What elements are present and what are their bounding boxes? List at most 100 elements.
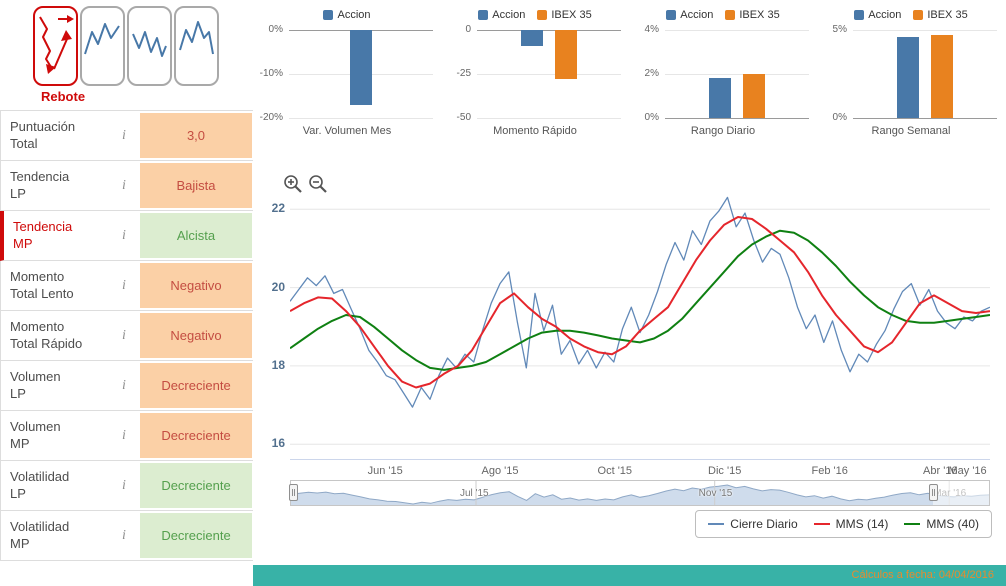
gridline xyxy=(477,118,621,119)
legend-label: Accion xyxy=(337,9,371,21)
bar-accion[interactable] xyxy=(897,37,919,118)
left-panel: Rebote Puntuación Total i 3,0 Tendencia LP i… xyxy=(0,0,253,586)
legend-label: IBEX 35 xyxy=(739,9,780,21)
info-icon[interactable]: i xyxy=(122,227,126,243)
indicator-label: Tendencia MP xyxy=(13,219,73,251)
chart-legend: Accion IBEX 35 xyxy=(629,6,817,24)
indicator-row-tendencia-lp[interactable]: Tendencia LP i Bajista xyxy=(0,161,253,211)
indicator-value: Bajista xyxy=(140,163,252,208)
mini-chart-rango-diario: Accion IBEX 35 4% 2% 0% Rango Diario xyxy=(629,6,817,148)
legend-swatch xyxy=(323,10,334,20)
legend-item-accion[interactable]: Accion xyxy=(666,9,713,21)
zoom-controls xyxy=(283,174,328,194)
bar-accion[interactable] xyxy=(350,30,372,105)
info-icon[interactable]: i xyxy=(122,527,126,543)
info-icon[interactable]: i xyxy=(122,377,126,393)
y-axis-label: -25 xyxy=(456,68,471,79)
legend-label: Accion xyxy=(868,9,902,21)
legend-marker xyxy=(708,523,725,525)
legend-label: MMS (40) xyxy=(926,517,979,531)
legend-item-accion[interactable]: Accion xyxy=(854,9,901,21)
indicator-value: Negativo xyxy=(140,313,252,358)
indicator-label: Puntuación Total xyxy=(10,119,76,151)
pattern-box-pattern-4[interactable] xyxy=(174,6,219,86)
legend-swatch xyxy=(854,10,865,20)
chart-title: Momento Rápido xyxy=(493,125,577,137)
gridline xyxy=(477,30,621,31)
y-axis-label: 4% xyxy=(644,24,659,35)
gridline xyxy=(665,30,809,31)
right-panel: Accion 0% -10% -20% Var. Volumen Mes Accion IB… xyxy=(253,0,1006,586)
chart-plot: 4% 2% 0% xyxy=(645,24,809,123)
legend-item-mms-40[interactable]: MMS (40) xyxy=(904,517,979,531)
bar-accion[interactable] xyxy=(521,30,543,46)
indicator-value: Decreciente xyxy=(140,413,252,458)
legend-item-ibex-35[interactable]: IBEX 35 xyxy=(725,9,780,21)
indicator-label: Volumen LP xyxy=(10,369,61,401)
info-icon[interactable]: i xyxy=(122,277,126,293)
y-axis-label: 5% xyxy=(832,24,847,35)
legend-item-ibex-35[interactable]: IBEX 35 xyxy=(913,9,968,21)
pattern-box-rebote[interactable] xyxy=(33,6,78,86)
indicator-label: Volatilidad MP xyxy=(10,519,70,551)
indicator-row-tendencia-mp[interactable]: Tendencia MP i Alcista xyxy=(0,211,253,261)
legend-item-cierre-diario[interactable]: Cierre Diario xyxy=(708,517,798,531)
zoom-out-button[interactable] xyxy=(308,174,328,194)
footer-text: Cálculos a fecha: 04/04/2016 xyxy=(851,569,995,581)
indicator-row-momento-total-rapido[interactable]: Momento Total Rápido i Negativo xyxy=(0,311,253,361)
footer-bar: Cálculos a fecha: 04/04/2016 xyxy=(253,565,1006,586)
chart-plot: 5% 0% xyxy=(833,24,997,123)
main-plot[interactable] xyxy=(289,170,991,460)
gridline xyxy=(665,118,809,119)
info-icon[interactable]: i xyxy=(122,427,126,443)
indicator-row-volatilidad-lp[interactable]: Volatilidad LP i Decreciente xyxy=(0,461,253,511)
legend-item-mms-14[interactable]: MMS (14) xyxy=(813,517,889,531)
info-icon[interactable]: i xyxy=(122,477,126,493)
bar-accion[interactable] xyxy=(709,78,731,118)
indicator-value: Decreciente xyxy=(140,513,252,558)
legend-label: Accion xyxy=(680,9,714,21)
indicator-row-volumen-mp[interactable]: Volumen MP i Decreciente xyxy=(0,411,253,461)
legend-swatch xyxy=(478,10,489,20)
x-axis-label: Feb '16 xyxy=(811,465,848,477)
legend-label: IBEX 35 xyxy=(551,9,592,21)
legend-swatch xyxy=(666,10,677,20)
y-axis-label: 0% xyxy=(268,24,283,35)
zoom-in-button[interactable] xyxy=(283,174,303,194)
gridline xyxy=(477,74,621,75)
pattern-box-pattern-2[interactable] xyxy=(80,6,125,86)
indicator-label: Momento Total Lento xyxy=(10,269,74,301)
gridline xyxy=(665,74,809,75)
legend-item-ibex-35[interactable]: IBEX 35 xyxy=(537,9,592,21)
navigator-handle-right[interactable] xyxy=(929,484,939,501)
x-axis-label: May '16 xyxy=(948,465,987,477)
indicator-row-volumen-lp[interactable]: Volumen LP i Decreciente xyxy=(0,361,253,411)
indicator-value: Alcista xyxy=(140,213,252,258)
info-icon[interactable]: i xyxy=(122,177,126,193)
chart-title: Rango Semanal xyxy=(871,125,951,137)
legend-label: MMS (14) xyxy=(835,517,889,531)
info-icon[interactable]: i xyxy=(122,327,126,343)
chart-legend: Accion IBEX 35 xyxy=(441,6,629,24)
pattern-box-pattern-3[interactable] xyxy=(127,6,172,86)
y-axis-label: 2% xyxy=(644,68,659,79)
bar-ibex-35[interactable] xyxy=(555,30,577,80)
legend-item-accion[interactable]: Accion xyxy=(323,9,371,21)
indicator-value: 3,0 xyxy=(140,113,252,158)
indicator-label: Tendencia LP xyxy=(10,169,70,201)
gridline xyxy=(289,118,433,119)
indicator-value: Negativo xyxy=(140,263,252,308)
bar-ibex-35[interactable] xyxy=(743,74,765,118)
indicator-row-momento-total-lento[interactable]: Momento Total Lento i Negativo xyxy=(0,261,253,311)
bar-ibex-35[interactable] xyxy=(931,35,953,118)
navigator-handle-left[interactable] xyxy=(289,484,298,501)
indicator-row-volatilidad-mp[interactable]: Volatilidad MP i Decreciente xyxy=(0,511,253,561)
chart-plot: 0 -25 -50 xyxy=(457,24,621,123)
info-icon[interactable]: i xyxy=(122,127,126,143)
y-axis-label: 16 xyxy=(271,436,285,451)
indicator-row-puntuacion-total[interactable]: Puntuación Total i 3,0 xyxy=(0,111,253,161)
legend-item-accion[interactable]: Accion xyxy=(478,9,525,21)
mini-chart-rango-semanal: Accion IBEX 35 5% 0% Rango Semanal xyxy=(817,6,1005,148)
legend-marker xyxy=(904,523,921,525)
